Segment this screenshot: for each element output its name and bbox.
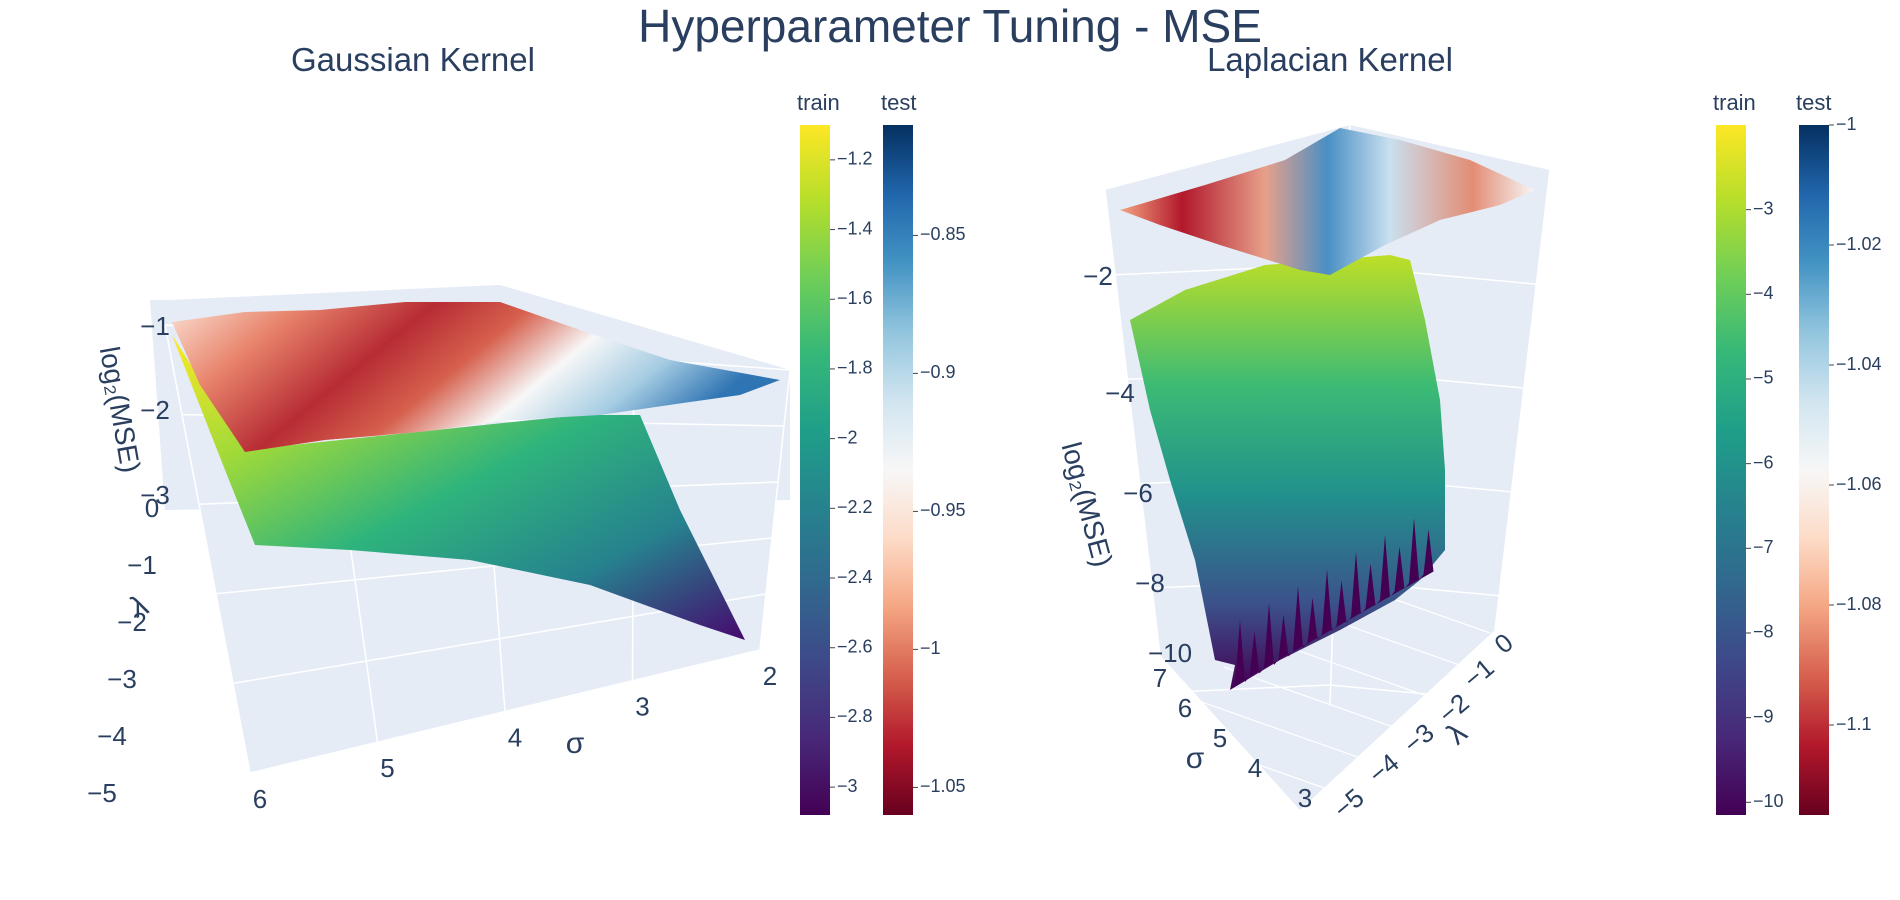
subplot-title-gaussian: Gaussian Kernel — [291, 41, 535, 78]
scene2-ytick-3: −3 — [1398, 717, 1440, 759]
colorbar-laplacian-train — [1716, 125, 1746, 815]
scene1-xtick-3: 5 — [380, 753, 394, 783]
scene1-ytick-5: −5 — [87, 778, 117, 808]
scene1-ytick-2: −2 — [117, 607, 147, 637]
colorbar-tick-label-g-train-0: −1.2 — [837, 149, 873, 169]
scene2-ztick-1: −4 — [1105, 378, 1135, 408]
colorbar-laplacian-test — [1799, 125, 1829, 815]
colorbar-tick-label-l-train-7: −10 — [1753, 791, 1784, 811]
scene2-xtick-1: 4 — [1248, 753, 1262, 783]
scene2-zlabel: log₂(MSE) — [1056, 439, 1119, 570]
colorbar-tick-label-g-test-3: −1 — [920, 638, 941, 658]
scene2-grid-floor-3 — [1223, 666, 1395, 728]
scene1-grid-x-0 — [759, 369, 791, 651]
scene2-ytick-0: 0 — [1488, 627, 1518, 659]
scene2-xtick-0: 3 — [1298, 783, 1312, 813]
scene1-zlabel: log₂(MSE) — [94, 344, 147, 475]
colorbar-tick-label-g-train-3: −1.8 — [837, 358, 873, 378]
subplot-title-laplacian: Laplacian Kernel — [1207, 41, 1453, 78]
scene2-xlabel: σ — [1186, 742, 1205, 775]
scene1-grid-y-5 — [249, 649, 761, 774]
scene2-grid-vert-2 — [1494, 169, 1551, 631]
scene2-ztick-4: −10 — [1148, 638, 1192, 668]
colorbar-tick-label-g-test-0: −0.85 — [920, 224, 966, 244]
colorbar-tick-label-g-train-8: −2.8 — [837, 706, 873, 726]
colorbar-tick-label-l-test-1: −1.02 — [1836, 234, 1882, 254]
colorbar-tick-label-g-train-9: −3 — [837, 776, 858, 796]
scene1-grid-x-4 — [164, 324, 251, 774]
scene2-surface-train-spikes — [1235, 518, 1434, 685]
colorbar-tick-label-l-test-0: −1 — [1836, 114, 1857, 134]
scene1-ytick-1: −1 — [127, 550, 157, 580]
scene2-ytick-5: −5 — [1328, 782, 1370, 824]
scene2-xtick-3: 6 — [1178, 693, 1192, 723]
scene2-grid-floor-4 — [1191, 698, 1363, 760]
colorbar-gaussian-test — [883, 125, 913, 815]
scene1-surface-test — [172, 302, 780, 452]
scene2-grid-z-4 — [1109, 684, 1331, 696]
colorbar-tick-label-g-test-1: −0.9 — [920, 362, 956, 382]
colorbar-tick-label-l-train-3: −6 — [1753, 452, 1774, 472]
colorbar-gaussian-train — [800, 125, 830, 815]
colorbar-tick-label-g-test-2: −0.95 — [920, 500, 966, 520]
colorbar-tick-label-g-train-4: −2 — [837, 427, 858, 447]
colorbar-title-laplacian-train: train — [1713, 90, 1756, 115]
colorbar-tick-label-l-test-4: −1.08 — [1836, 594, 1882, 614]
scene2-xtick-4: 7 — [1153, 663, 1167, 693]
scene2-surface-test — [1120, 128, 1535, 275]
scene1-ytick-4: −4 — [97, 721, 127, 751]
colorbar-tick-label-l-test-2: −1.04 — [1836, 354, 1882, 374]
colorbar-tick-label-l-train-4: −7 — [1753, 537, 1774, 557]
colorbar-tick-label-l-train-2: −5 — [1753, 368, 1774, 388]
scene1-surface-train — [172, 335, 745, 640]
colorbar-title-gaussian-train: train — [797, 90, 840, 115]
scene1-xtick-2: 4 — [508, 722, 522, 752]
scene2-ytick-4: −4 — [1363, 747, 1405, 789]
scene2-ztick-0: −2 — [1083, 261, 1113, 291]
scene1-xtick-0: 2 — [763, 661, 777, 691]
scene2-grid-z2-4 — [1329, 684, 1546, 706]
scene1-ztick-2: −3 — [140, 480, 170, 510]
colorbar-tick-label-g-train-6: −2.4 — [837, 567, 873, 587]
scene2-ztick-2: −6 — [1123, 478, 1153, 508]
scene1-ytick-3: −3 — [107, 664, 137, 694]
colorbar-tick-label-l-train-5: −8 — [1753, 622, 1774, 642]
colorbar-tick-label-l-train-6: −9 — [1753, 706, 1774, 726]
scene2-grid-floor-5 — [1159, 729, 1331, 791]
colorbar-tick-label-g-train-2: −1.6 — [837, 288, 873, 308]
colorbar-tick-label-g-train-1: −1.4 — [837, 218, 873, 238]
colorbar-tick-label-g-train-5: −2.2 — [837, 497, 873, 517]
scene1-xtick-4: 6 — [253, 784, 267, 814]
scene2-xtick-2: 5 — [1213, 723, 1227, 753]
scene1-xlabel: σ — [566, 727, 585, 760]
chart-title: Hyperparameter Tuning - MSE — [638, 0, 1262, 52]
scene2-surface-train — [1130, 255, 1445, 690]
scene1-ztick-0: −1 — [140, 311, 170, 341]
colorbar-tick-label-g-train-7: −2.6 — [837, 636, 873, 656]
colorbar-tick-label-l-train-1: −4 — [1753, 283, 1774, 303]
scene1-ztick-1: −2 — [140, 395, 170, 425]
scene1-ytick-0: 0 — [145, 493, 159, 523]
scene1-xtick-1: 3 — [635, 692, 649, 722]
colorbar-title-laplacian-test: test — [1796, 90, 1832, 115]
colorbar-title-gaussian-test: test — [881, 90, 917, 115]
colorbar-tick-label-l-test-3: −1.06 — [1836, 474, 1882, 494]
colorbar-tick-label-g-test-4: −1.05 — [920, 776, 966, 796]
scene2-ztick-3: −8 — [1135, 568, 1165, 598]
colorbar-tick-label-l-test-5: −1.1 — [1836, 714, 1872, 734]
scene2-grid-vert-0 — [1104, 189, 1161, 656]
colorbar-tick-label-l-train-0: −3 — [1753, 198, 1774, 218]
